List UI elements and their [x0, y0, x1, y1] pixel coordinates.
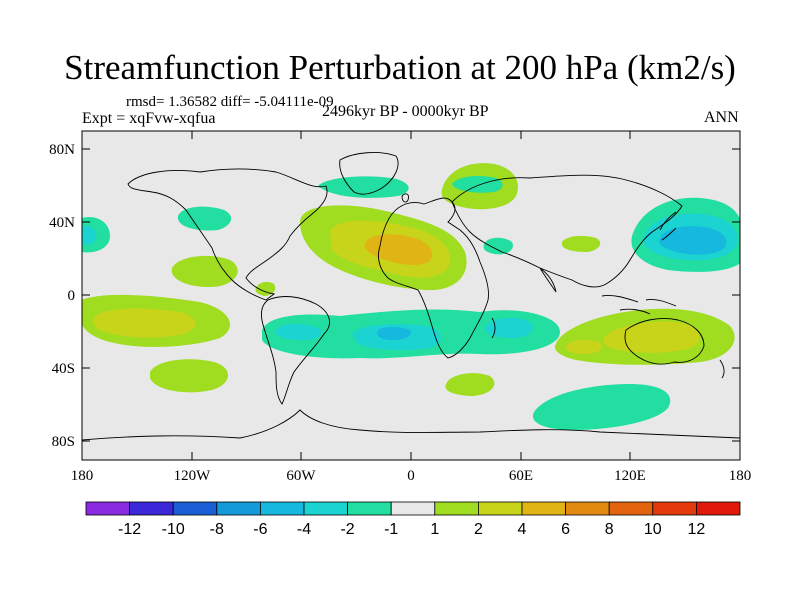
contour-neg-southern-ocean — [532, 384, 671, 430]
lon-tick-label: 60W — [286, 468, 316, 484]
colorbar: -12 -10 -8 -6 -4 -2 -1 1 2 4 6 8 10 12 — [85, 501, 741, 538]
coast-india — [539, 267, 557, 293]
colorbar-label: -4 — [297, 521, 311, 538]
contour-neg-nw-pacific-wrap-2 — [82, 225, 97, 245]
contour-pos-caribbean — [255, 281, 276, 296]
colorbar-label: -2 — [340, 521, 354, 538]
colorbar-label: 6 — [561, 521, 570, 538]
coast-madagascar — [491, 317, 496, 339]
colorbar-swatch — [652, 501, 697, 516]
lon-tick-label: 180 — [729, 468, 752, 484]
colorbar-swatch — [696, 501, 741, 516]
coast-uk — [401, 193, 409, 203]
lat-axis: 80N 40N 0 40S 80S — [49, 142, 740, 450]
lon-tick-label: 120E — [614, 468, 646, 484]
contour-pos-s-pacific-small — [150, 359, 229, 393]
contour-pos-india — [561, 235, 601, 252]
lat-tick-label: 40N — [49, 215, 75, 231]
colorbar-label: -6 — [253, 521, 267, 538]
lon-tick-label: 0 — [407, 468, 415, 484]
contour-neg-s-atlantic-3 — [275, 323, 322, 340]
colorbar-label: -8 — [210, 521, 224, 538]
coast-antarctica — [82, 409, 740, 441]
coast-greenland — [339, 152, 399, 195]
coast-south-america — [260, 296, 331, 405]
colorbar-swatch — [608, 501, 654, 516]
colorbar-swatch — [216, 501, 261, 516]
colorbar-swatch — [390, 501, 436, 516]
contour-neg-s-atlantic-4 — [376, 327, 411, 340]
experiment-label: Expt = xqFvw-xqfua — [82, 110, 216, 127]
coast-japan — [659, 211, 677, 241]
lon-tick-label: 120W — [174, 468, 212, 484]
colorbar-label: 10 — [644, 521, 662, 538]
contour-pos-australia-3 — [565, 339, 603, 354]
lon-tick-label: 180 — [71, 468, 94, 484]
lat-tick-label: 40S — [52, 361, 75, 377]
lon-axis: 180 120W 60W 0 60E 120E 180 — [71, 131, 752, 484]
lon-tick-label: 60E — [509, 468, 533, 484]
colorbar-swatch — [129, 501, 174, 516]
contour-neg-n-canada — [318, 176, 409, 198]
contour-neg-nw-pacific-3 — [658, 226, 727, 255]
contour-pos-s-indian — [445, 373, 495, 396]
lat-tick-label: 80S — [52, 434, 75, 450]
coast-north-america — [127, 168, 328, 301]
contour-pos-s-pacific-2 — [93, 308, 196, 338]
contour-neg-pacific-mid — [195, 213, 224, 226]
coast-australia — [624, 318, 705, 365]
colorbar-label: -12 — [118, 521, 141, 538]
colorbar-swatch — [565, 501, 610, 516]
contour-neg-central-asia — [483, 237, 513, 255]
colorbar-swatch — [259, 501, 305, 516]
season-label: ANN — [704, 109, 739, 126]
colorbar-label: 12 — [688, 521, 706, 538]
contour-pos-n-atlantic-3 — [364, 234, 433, 265]
colorbar-label: -10 — [162, 521, 185, 538]
coastlines — [82, 152, 740, 441]
colorbar-label: 1 — [430, 521, 439, 538]
chart-title: Streamfunction Perturbation at 200 hPa (… — [64, 48, 736, 87]
lat-tick-label: 0 — [68, 288, 76, 304]
colorbar-label: 4 — [518, 521, 527, 538]
coast-se-asia — [601, 295, 677, 315]
colorbar-swatch — [477, 501, 523, 516]
colorbar-swatch — [521, 501, 566, 516]
colorbar-swatch — [172, 501, 218, 516]
coast-asia — [451, 174, 683, 288]
colorbar-swatch — [85, 501, 130, 516]
colorbar-label: 2 — [474, 521, 483, 538]
period-label: 2496kyr BP - 0000kyr BP — [322, 103, 489, 120]
lat-tick-label: 80N — [49, 142, 75, 158]
colorbar-label: 8 — [605, 521, 614, 538]
stats-text: rmsd= 1.36582 diff= -5.04111e-09 — [126, 94, 334, 110]
contour-pos-c-pacific — [171, 255, 238, 288]
contour-fields — [82, 163, 740, 430]
coast-new-zealand — [719, 359, 725, 379]
contour-neg-scandinavia-inner — [452, 176, 503, 193]
colorbar-swatch — [434, 501, 479, 516]
colorbar-swatch — [347, 501, 392, 516]
contour-neg-s-indian-2 — [485, 317, 533, 338]
colorbar-swatch — [303, 501, 348, 516]
colorbar-label: -1 — [384, 521, 398, 538]
